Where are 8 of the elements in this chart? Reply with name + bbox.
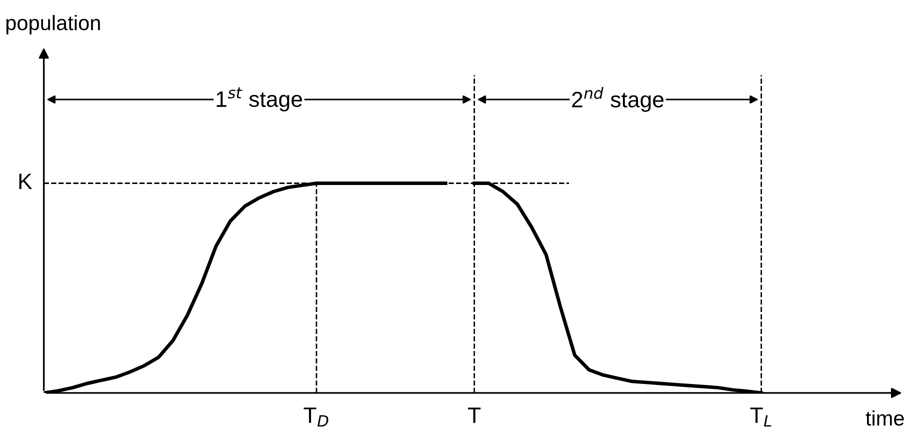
- x-tick-label: T$_{L}$: [750, 408, 772, 427]
- text: population: [6, 14, 100, 34]
- text: 1$^{st}$ stage: [216, 87, 302, 112]
- ref-line-label: K: [19, 174, 32, 189]
- x-axis-title: time: [866, 410, 904, 426]
- x-tick-label: T$_{D}$: [304, 408, 328, 427]
- text: 2$^{nd}$ stage: [572, 86, 664, 112]
- x-tick-label: T: [468, 408, 481, 423]
